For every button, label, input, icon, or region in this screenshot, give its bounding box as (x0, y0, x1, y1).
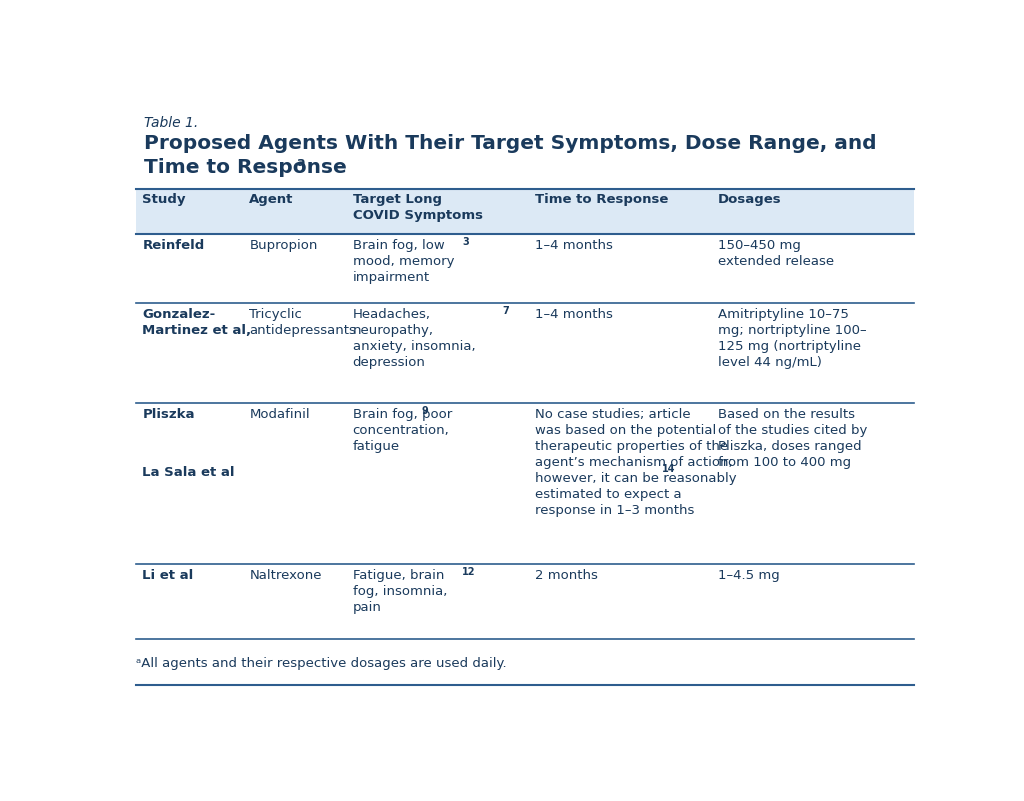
Text: 3: 3 (462, 237, 469, 247)
Text: Amitriptyline 10–75
mg; nortriptyline 100–
125 mg (nortriptyline
level 44 ng/mL): Amitriptyline 10–75 mg; nortriptyline 10… (718, 308, 866, 368)
Text: No case studies; article
was based on the potential
therapeutic properties of th: No case studies; article was based on th… (536, 408, 736, 517)
Text: Dosages: Dosages (718, 193, 781, 206)
Text: Target Long
COVID Symptoms: Target Long COVID Symptoms (352, 193, 482, 222)
Text: Based on the results
of the studies cited by
Pliszka, doses ranged
from 100 to 4: Based on the results of the studies cite… (718, 408, 867, 469)
Text: Fatigue, brain
fog, insomnia,
pain: Fatigue, brain fog, insomnia, pain (352, 570, 446, 614)
Text: 14: 14 (662, 464, 675, 474)
Text: Study: Study (142, 193, 185, 206)
Bar (136, 189, 913, 234)
Text: Gonzalez-
Martinez et al,: Gonzalez- Martinez et al, (142, 308, 252, 336)
Text: Headaches,
neuropathy,
anxiety, insomnia,
depression: Headaches, neuropathy, anxiety, insomnia… (352, 308, 475, 368)
Text: ᵃAll agents and their respective dosages are used daily.: ᵃAll agents and their respective dosages… (136, 657, 507, 670)
Text: 1–4 months: 1–4 months (536, 308, 613, 320)
Text: Brain fog, low
mood, memory
impairment: Brain fog, low mood, memory impairment (352, 239, 454, 284)
Text: a: a (296, 156, 305, 169)
Text: 1–4 months: 1–4 months (536, 239, 613, 252)
Text: Time to Response: Time to Response (536, 193, 669, 206)
Text: 12: 12 (462, 567, 475, 578)
Text: Pliszka: Pliszka (142, 408, 195, 421)
Text: Tricyclic
antidepressants: Tricyclic antidepressants (250, 308, 356, 336)
Text: Reinfeld: Reinfeld (142, 239, 205, 252)
Text: 7: 7 (502, 306, 509, 316)
Text: La Sala et al: La Sala et al (142, 466, 234, 479)
Text: Modafinil: Modafinil (250, 408, 310, 421)
Text: 1–4.5 mg: 1–4.5 mg (718, 570, 779, 582)
Text: Proposed Agents With Their Target Symptoms, Dose Range, and: Proposed Agents With Their Target Sympto… (143, 135, 877, 153)
Text: Naltrexone: Naltrexone (250, 570, 322, 582)
Text: 150–450 mg
extended release: 150–450 mg extended release (718, 239, 834, 268)
Text: Bupropion: Bupropion (250, 239, 317, 252)
Text: 9: 9 (422, 406, 429, 416)
Text: Brain fog, poor
concentration,
fatigue: Brain fog, poor concentration, fatigue (352, 408, 452, 453)
Text: 2 months: 2 months (536, 570, 598, 582)
Text: Agent: Agent (250, 193, 294, 206)
Text: Time to Response: Time to Response (143, 158, 346, 177)
Text: Table 1.: Table 1. (143, 116, 198, 130)
Text: Li et al: Li et al (142, 570, 194, 582)
